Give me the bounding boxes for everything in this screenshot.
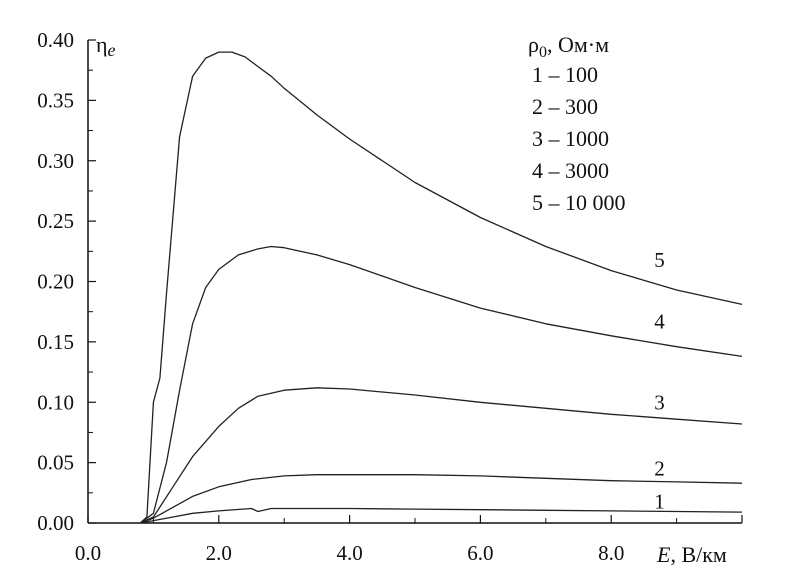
legend-title-symbol: ρ: [528, 32, 539, 57]
series-label-1: 1: [654, 489, 665, 513]
series-label-3: 3: [654, 390, 665, 414]
y-tick-label: 0.25: [37, 209, 74, 233]
legend-title-subscript: 0: [539, 44, 547, 61]
y-axis-title-symbol: η: [96, 32, 108, 57]
axis-ticks: 0.00 0.05 0.10 0.15 0.20 0.25 0.30 0.35 0.40 0.0 2…: [37, 28, 743, 565]
y-tick-label: 0.00: [37, 511, 74, 535]
series-line-3: [140, 387, 743, 524]
y-tick-label: 0.30: [37, 149, 74, 173]
x-tick-label: 6.0: [467, 541, 493, 565]
y-tick-label: 0.10: [37, 390, 74, 414]
y-axis-title: ηe: [96, 32, 116, 60]
y-tick-label: 0.35: [37, 88, 74, 112]
y-tick-label: 0.40: [37, 28, 74, 52]
series-label-4: 4: [654, 309, 665, 333]
legend-entry: 3 – 1000: [532, 126, 609, 151]
series-line-2: [140, 474, 743, 524]
curves: [139, 51, 743, 524]
x-tick-label: 0.0: [75, 541, 101, 565]
legend-entry: 2 – 300: [532, 94, 598, 119]
curve-labels: 1 2 3 4 5: [654, 248, 665, 514]
legend-title-unit: , Ом·м: [547, 32, 609, 57]
x-tick-label: 2.0: [206, 541, 232, 565]
legend-entry: 5 – 10 000: [532, 190, 626, 215]
y-tick-label: 0.20: [37, 270, 74, 294]
legend-entry: 1 – 100: [532, 62, 598, 87]
plot-frame: [87, 40, 742, 524]
y-tick-label: 0.05: [37, 451, 74, 475]
x-axis-title-unit: , В/км: [670, 542, 726, 567]
legend: ρ0, Ом·м 1 – 100 2 – 300 3 – 1000 4 – 30…: [528, 32, 626, 215]
series-line-5: [139, 51, 743, 524]
x-tick-label: 4.0: [336, 541, 362, 565]
y-axis-title-subscript: e: [108, 40, 116, 60]
x-axis-title-variable: E: [656, 542, 671, 567]
legend-title: ρ0, Ом·м: [528, 32, 609, 61]
legend-entry: 4 – 3000: [532, 158, 609, 183]
series-label-2: 2: [654, 457, 665, 481]
y-tick-label: 0.15: [37, 330, 74, 354]
x-tick-label: 8.0: [598, 541, 624, 565]
series-label-5: 5: [654, 248, 665, 272]
x-axis-title: E, В/км: [656, 542, 727, 567]
series-line-4: [139, 245, 743, 524]
series-line-1: [140, 507, 743, 524]
